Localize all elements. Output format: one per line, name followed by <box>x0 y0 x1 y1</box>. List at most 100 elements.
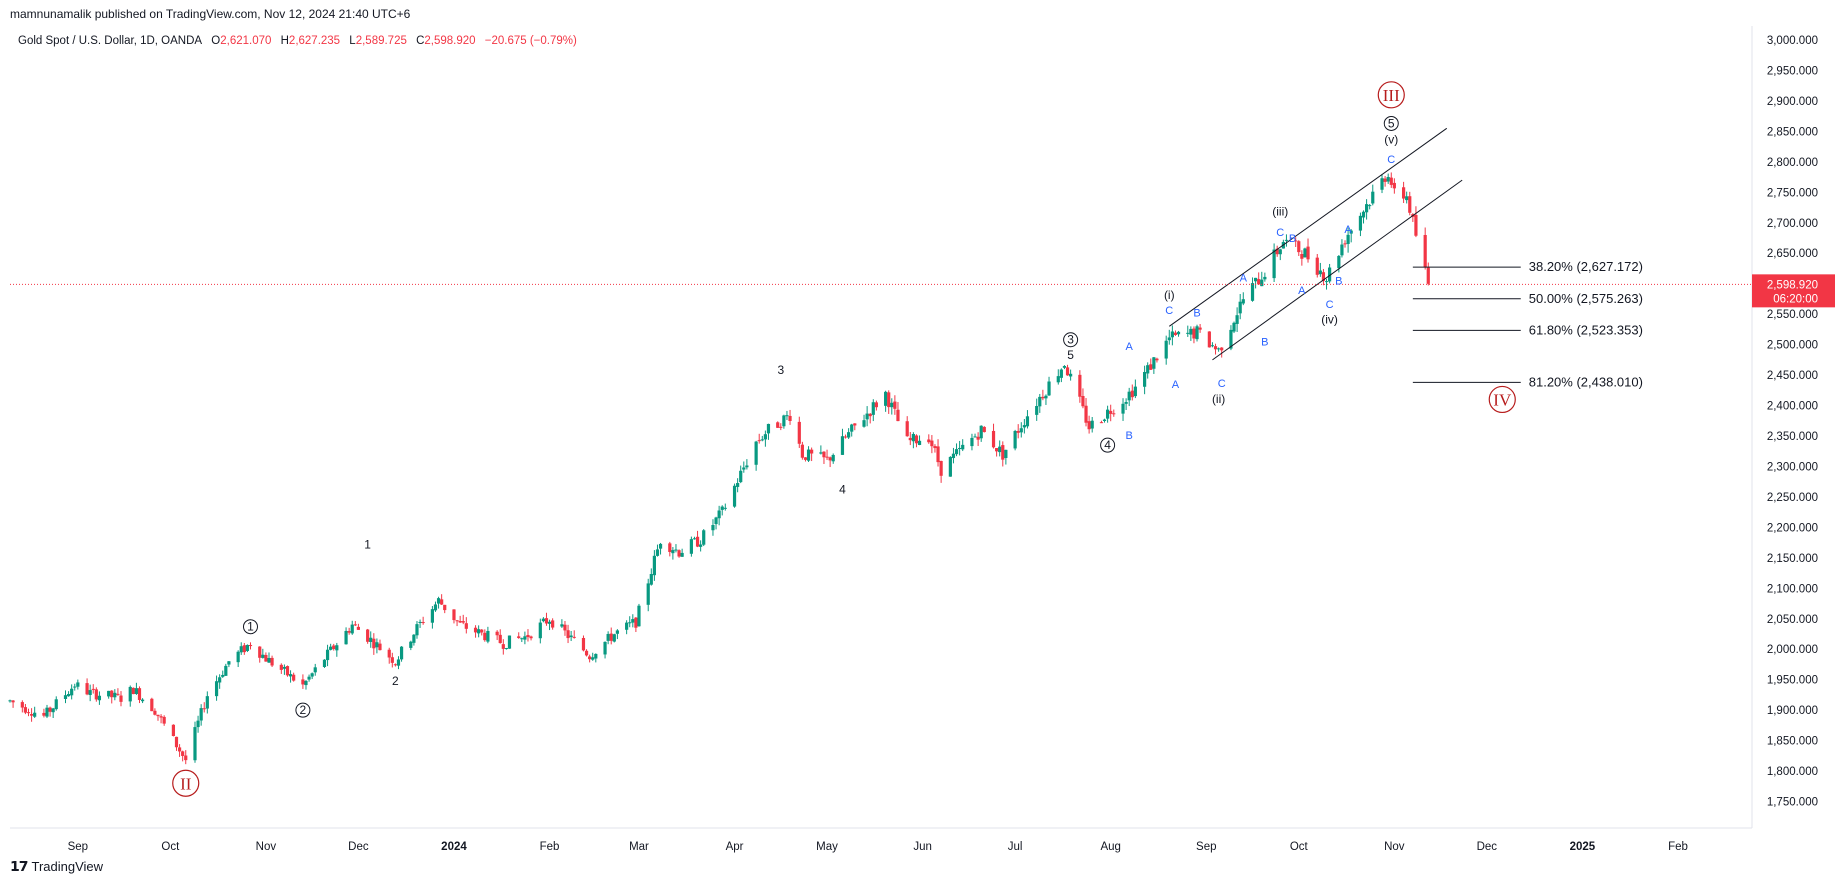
candle-body <box>415 624 419 636</box>
candle-body <box>33 712 37 717</box>
candle-body <box>1155 358 1159 361</box>
candle-body <box>159 716 163 718</box>
wave-circle-red <box>1377 81 1405 109</box>
candle-body <box>695 536 700 547</box>
candle-body <box>128 686 132 702</box>
candle-body <box>1127 391 1131 401</box>
candle-body <box>1124 401 1128 404</box>
candle-body <box>1232 322 1236 332</box>
candle-body <box>107 690 111 697</box>
candle-body <box>498 634 502 644</box>
candle-body <box>483 632 487 641</box>
candle-body <box>927 439 931 443</box>
wave-label-minute: (iv) <box>1321 312 1338 326</box>
candle-body <box>399 646 404 660</box>
x-tick-label: Jun <box>913 841 932 853</box>
candle-body <box>66 694 71 697</box>
candle-body <box>63 695 68 699</box>
y-tick-label: 2,200.000 <box>1767 522 1818 534</box>
candle-body <box>961 444 965 450</box>
candle-body <box>1328 267 1332 282</box>
wave-label-minor: 5 <box>1067 348 1074 362</box>
publisher-line: mamnunamalik published on TradingView.co… <box>10 7 411 21</box>
y-tick-label: 2,400.000 <box>1767 401 1818 413</box>
candle-body <box>1386 176 1390 182</box>
candle-body <box>1254 277 1258 282</box>
candle-body <box>288 674 293 677</box>
wave-circle <box>242 619 258 635</box>
candle-body <box>390 657 394 663</box>
y-tick-label: 1,900.000 <box>1767 705 1818 717</box>
candle-body <box>560 624 564 627</box>
close-value: 2,598.920 <box>424 35 476 47</box>
candle-body <box>396 659 401 666</box>
wave-label-minor: 3 <box>777 363 784 377</box>
wave-label-abc: C <box>1165 305 1173 317</box>
y-tick-label: 2,250.000 <box>1767 492 1818 504</box>
wave-label-minor: 4 <box>839 483 846 497</box>
candle-body <box>998 446 1002 453</box>
candle-body <box>1090 420 1094 429</box>
candle-body <box>236 651 240 663</box>
candle-body <box>1059 369 1063 378</box>
wave-label-intermediate: 4 <box>1104 438 1111 452</box>
change-value: −20.675 (−0.79%) <box>484 35 577 47</box>
x-tick-label: Nov <box>256 841 277 853</box>
candle-body <box>982 426 986 433</box>
y-tick-label: 2,150.000 <box>1767 553 1818 565</box>
wave-label-intermediate: 5 <box>1388 116 1395 130</box>
candle-body <box>1346 234 1350 244</box>
candle-body <box>1081 396 1085 407</box>
candle-body <box>205 696 209 709</box>
wave-circle <box>1383 115 1399 131</box>
candle-body <box>1250 283 1255 301</box>
candle-body <box>20 702 24 708</box>
candle-body <box>1358 215 1363 231</box>
x-tick-label: 2024 <box>441 841 467 853</box>
candle-body <box>495 631 499 636</box>
open-label: O <box>211 35 221 47</box>
candle-body <box>803 457 808 460</box>
candle-body <box>566 630 570 639</box>
candle-body <box>214 681 219 697</box>
candle-body <box>393 664 397 666</box>
x-tick-label: Feb <box>540 841 560 853</box>
candle-body <box>1414 214 1418 236</box>
candle-body <box>1340 244 1344 256</box>
candle-body <box>430 609 434 623</box>
countdown-value: 06:20:00 <box>1773 293 1818 305</box>
candle-body <box>418 621 422 623</box>
candle-body <box>720 506 724 510</box>
x-tick-label: Mar <box>629 841 649 853</box>
candle-body <box>954 449 959 455</box>
candle-body <box>890 402 894 408</box>
close-label: C <box>416 35 425 47</box>
candle-body <box>674 549 678 551</box>
x-tick-label: Oct <box>161 841 180 853</box>
candle-body <box>464 623 468 629</box>
candle-body <box>930 440 934 447</box>
candle-body <box>800 444 804 458</box>
y-tick-label: 1,800.000 <box>1767 766 1818 778</box>
candle-body <box>825 456 829 458</box>
candle-body <box>1022 425 1026 428</box>
candle-body <box>452 609 456 621</box>
candle-body <box>1186 332 1190 334</box>
candle-body <box>1112 413 1116 415</box>
x-tick-label: Oct <box>1290 841 1309 853</box>
candle-body <box>486 630 490 642</box>
candle-body <box>973 436 977 438</box>
wave-circle <box>1063 332 1079 348</box>
wave-label-minute: (v) <box>1384 133 1398 147</box>
wave-label-intermediate: 1 <box>247 620 254 634</box>
footer-brand[interactable]: 𝟭𝟳 TradingView <box>10 858 103 875</box>
candle-body <box>174 736 179 748</box>
candle-body <box>1220 347 1224 351</box>
candle-body <box>637 605 641 627</box>
wave-label-abc: B <box>1261 337 1268 349</box>
candle-body <box>692 538 697 540</box>
candle-body <box>227 661 231 665</box>
candle-body <box>689 539 693 554</box>
candle-body <box>1257 279 1261 285</box>
